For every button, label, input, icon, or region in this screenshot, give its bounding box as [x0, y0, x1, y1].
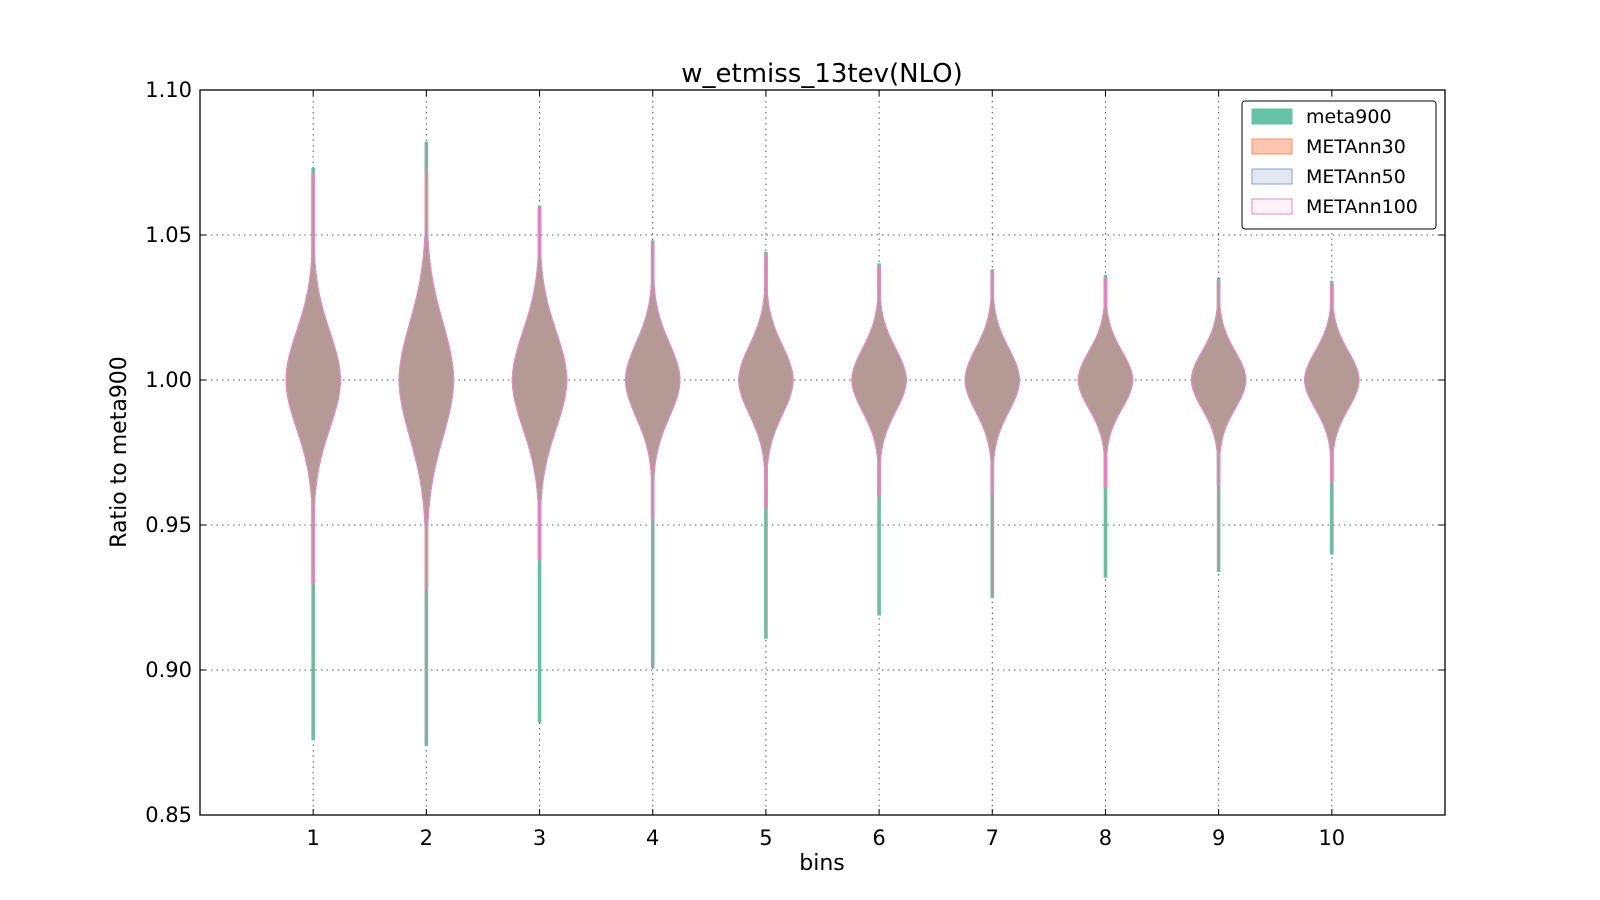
violin-METAnn100-bin-1	[285, 173, 341, 584]
legend-label: METAnn100	[1306, 196, 1418, 218]
x-tick-label: 2	[420, 826, 433, 850]
x-axis-label: bins	[799, 851, 844, 876]
legend-label: METAnn30	[1306, 136, 1406, 158]
y-tick-label: 0.95	[145, 513, 192, 537]
violin-METAnn100-bin-7	[964, 272, 1021, 494]
violin-METAnn100-bin-2	[398, 173, 455, 590]
violin-METAnn100-bin-4	[624, 243, 681, 520]
x-tick-label: 4	[646, 826, 659, 850]
y-tick-label: 0.90	[145, 658, 192, 682]
violin-meta900-bin-4	[624, 240, 681, 668]
violin-METAnn100-bin-5	[738, 254, 794, 509]
x-tick-label: 1	[306, 826, 319, 850]
violin-METAnn100-bin-8	[1077, 277, 1134, 488]
y-tick-label: 0.85	[145, 803, 192, 827]
legend-swatch	[1251, 198, 1293, 215]
legend-swatch	[1251, 168, 1293, 185]
violin-METAnn100-bin-10	[1304, 283, 1360, 483]
violin-meta900-bin-6	[851, 263, 907, 616]
x-tick-label: 6	[872, 826, 885, 850]
legend: meta900 METAnn30 METAnn50 METAnn100	[1241, 100, 1437, 230]
y-axis-label: Ratio to meta900	[107, 356, 132, 548]
violin-meta900-bin-5	[738, 251, 794, 639]
violin-METAnn100-bin-6	[851, 266, 907, 497]
x-tick-label: 8	[1099, 826, 1112, 850]
violin-METAnn100-bin-3	[511, 208, 568, 561]
x-tick-label: 10	[1318, 826, 1345, 850]
y-tick-label: 1.05	[145, 223, 192, 247]
grid-lines	[200, 90, 1445, 815]
violin-METAnn100-bin-9	[1190, 280, 1247, 485]
chart-title: w_etmiss_13tev(NLO)	[681, 59, 963, 89]
legend-label: METAnn50	[1306, 166, 1406, 188]
x-tick-label: 7	[986, 826, 999, 850]
plot-frame	[199, 89, 1446, 816]
legend-label: meta900	[1306, 106, 1392, 128]
x-tick-label: 5	[759, 826, 772, 850]
x-tick-label: 3	[533, 826, 546, 850]
legend-swatch	[1251, 108, 1293, 125]
legend-swatch	[1251, 138, 1293, 155]
x-tick-label: 9	[1212, 826, 1225, 850]
y-tick-label: 1.10	[145, 78, 192, 102]
y-tick-label: 1.00	[145, 368, 192, 392]
legend-frame	[1241, 100, 1437, 230]
axis-ticks: 1 2 3 4 5 6 7 8 9 10 0.85 0.90 0.95 1.00 1.05 1.10	[145, 78, 1445, 850]
violins	[285, 141, 1360, 746]
